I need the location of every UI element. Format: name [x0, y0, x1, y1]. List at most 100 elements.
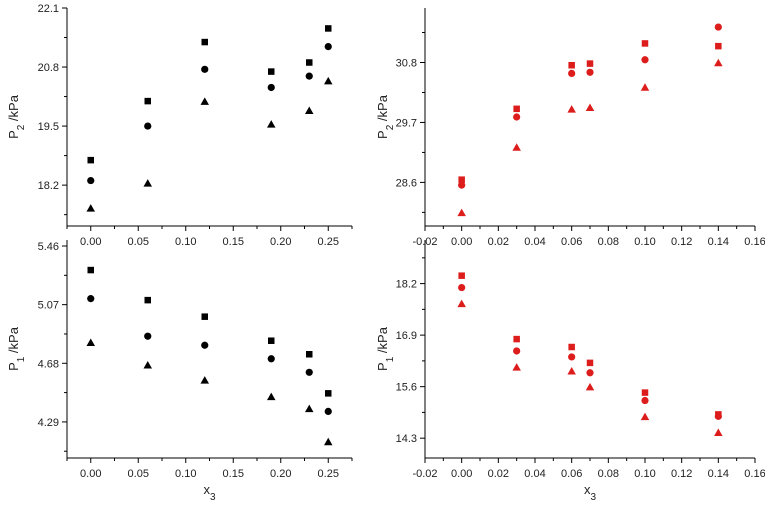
data-point-triangle — [86, 338, 95, 346]
y-axis-label-subscript: 2 — [16, 124, 27, 130]
panel-bottom-right: 14.3 15.6 16.9 18.2 -0.02 0.00 0.02 0.04 0.06 0.0… — [375, 240, 765, 503]
data-point-circle — [586, 68, 594, 76]
data-point-square — [568, 61, 575, 69]
y-tick-label: 4.29 — [38, 417, 59, 429]
data-point-circle — [144, 122, 152, 130]
data-point-triangle — [305, 106, 314, 114]
data-point-triangle — [267, 120, 276, 128]
y-axis-label-main: P — [6, 362, 21, 371]
series-circle — [87, 43, 332, 185]
x-tick-label: 0.12 — [671, 468, 692, 480]
panel-top-right: 28.629.730.8-0.02 0.00 0.02 0.04 0.06 0.08 0.1… — [375, 8, 765, 248]
x-tick-label: 0.00 — [80, 236, 101, 248]
series-square — [87, 266, 332, 397]
x-tick-label: 0.04 — [524, 468, 545, 480]
data-point-square — [306, 59, 313, 66]
y-tick-label: 30.8 — [396, 58, 417, 70]
data-point-square — [268, 68, 275, 75]
y-axis-label-subscript: 2 — [385, 124, 396, 130]
data-point-square — [268, 337, 275, 344]
x-tick-label: 0.10 — [634, 236, 655, 248]
data-point-square — [201, 313, 208, 320]
y-tick-label: 20.8 — [38, 62, 59, 74]
data-point-triangle — [143, 361, 152, 369]
x-axis-label-subscript: 3 — [590, 492, 596, 503]
y-axis-label-main: P — [375, 362, 390, 371]
x-tick-label: 0.10 — [175, 468, 196, 480]
panel-top-left: 18.2 19.5 20.8 22.1 0.00 0.05 0.10 0.15 0.20 0.25… — [6, 3, 353, 248]
y-tick-label: 19.5 — [38, 121, 59, 133]
data-point-circle — [87, 176, 95, 185]
x-axis-label: x3 — [203, 482, 216, 503]
x-tick-label: 0.05 — [128, 468, 149, 480]
data-point-circle — [568, 353, 576, 361]
x-tick-label: 0.05 — [128, 236, 149, 248]
y-axis-label-unit: /kPa — [375, 94, 390, 124]
x-tick-label: 0.08 — [598, 468, 619, 480]
y-axis-label-main: P — [375, 130, 390, 139]
data-point-square — [586, 60, 594, 67]
data-point-square — [201, 38, 208, 46]
data-point-square — [325, 25, 332, 32]
data-point-triangle — [267, 392, 276, 401]
data-point-triangle — [86, 204, 95, 212]
data-point-square — [641, 389, 649, 396]
x-tick-label: 0.16 — [744, 236, 765, 248]
y-axis-label-unit: /kPa — [6, 326, 21, 356]
y-tick-label: 29.7 — [396, 117, 417, 129]
data-point-triangle — [567, 105, 576, 113]
y-tick-label: 14.3 — [396, 433, 417, 445]
series-square — [458, 272, 722, 418]
data-point-circle — [641, 56, 649, 64]
series-circle — [458, 283, 722, 420]
data-point-square — [144, 296, 151, 304]
data-point-circle — [201, 341, 209, 349]
series-square — [87, 25, 332, 164]
data-point-triangle — [567, 367, 576, 375]
data-point-triangle — [200, 376, 209, 384]
series-square — [458, 40, 722, 183]
data-point-circle — [267, 355, 275, 363]
data-point-triangle — [512, 143, 521, 151]
data-point-square — [715, 42, 722, 50]
y-axis-label: P1 /kPa — [375, 326, 396, 371]
data-point-circle — [458, 181, 466, 189]
data-point-square — [325, 390, 332, 397]
data-point-square — [306, 351, 313, 358]
x-tick-label: 0.14 — [708, 236, 729, 248]
y-tick-label: 5.46 — [38, 241, 59, 253]
series-circle — [458, 23, 722, 189]
y-tick-label: 15.6 — [396, 382, 417, 394]
y-tick-label: 22.1 — [38, 3, 59, 15]
x-tick-label: 0.00 — [80, 468, 101, 480]
x-axis-label-main: x — [584, 482, 591, 497]
x-tick-label: 0.15 — [223, 468, 244, 480]
data-point-circle — [513, 347, 521, 355]
x-tick-label: 0.16 — [744, 468, 765, 480]
data-point-square — [568, 343, 575, 351]
data-point-circle — [144, 332, 152, 340]
data-point-triangle — [512, 363, 521, 371]
data-point-triangle — [640, 83, 650, 91]
x-tick-label: 0.00 — [451, 236, 472, 248]
x-tick-label: 0.20 — [270, 236, 291, 248]
y-tick-label: 18.2 — [38, 180, 59, 192]
x-tick-label: 0.14 — [708, 468, 729, 480]
data-point-square — [458, 272, 465, 279]
data-point-circle — [201, 65, 209, 73]
data-point-circle — [513, 113, 521, 121]
series-triangle — [86, 338, 333, 446]
series-circle — [87, 295, 332, 415]
y-tick-label: 5.07 — [38, 300, 59, 312]
data-point-circle — [714, 412, 722, 420]
x-tick-label: 0.00 — [451, 468, 472, 480]
data-point-triangle — [714, 58, 723, 67]
data-point-circle — [324, 43, 332, 51]
y-axis-label-unit: /kPa — [6, 94, 21, 124]
data-point-circle — [586, 369, 594, 377]
data-point-circle — [305, 72, 313, 80]
data-point-triangle — [457, 208, 466, 217]
y-axis-label: P2 /kPa — [6, 94, 27, 139]
y-axis-label-unit: /kPa — [375, 326, 390, 356]
